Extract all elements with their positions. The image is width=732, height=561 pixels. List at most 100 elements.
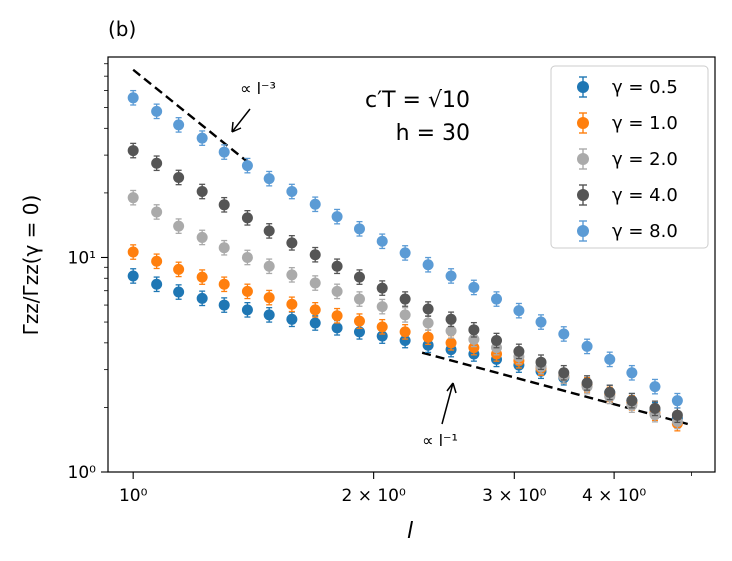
data-point [331,211,343,223]
data-point [218,242,230,254]
data-point [127,270,139,282]
data-point [604,353,616,365]
data-point [331,322,343,334]
data-point [649,381,661,393]
data-point [173,220,185,232]
data-point [626,395,638,407]
annotation-l-minus-1: ∝ l⁻¹ [422,431,458,450]
data-point [491,293,503,305]
x-axis-ticks: 10⁰ 2 × 10⁰ 3 × 10⁰ 4 × 10⁰ [119,472,692,506]
data-point [445,270,457,282]
data-point [263,173,275,185]
x-tick-label: 2 × 10⁰ [341,486,405,506]
y-axis-ticks: 10⁰ 10¹ [68,63,108,483]
data-point [151,206,163,218]
data-point [399,335,411,347]
data-point [513,305,525,317]
data-point [127,92,139,104]
data-point [263,225,275,237]
x-tick-label: 3 × 10⁰ [482,486,546,506]
data-point [263,309,275,321]
y-tick-label: 10¹ [68,248,96,268]
data-point [309,277,321,289]
data-point [196,231,208,243]
data-point [286,269,298,281]
data-point [422,339,434,351]
data-point [218,299,230,311]
legend-label: γ = 8.0 [612,221,678,242]
data-point [535,316,547,328]
data-point [353,293,365,305]
param-h: h = 30 [396,121,470,146]
data-point [399,247,411,259]
data-point [173,171,185,183]
data-point [376,235,388,247]
data-point [513,345,525,357]
legend-label: γ = 0.5 [612,77,678,98]
data-point [151,255,163,267]
legend-marker [577,153,589,165]
data-point [218,278,230,290]
guide-l-minus-1 [421,351,692,427]
data-point [196,271,208,283]
data-point [626,367,638,379]
data-point [581,377,593,389]
data-point [353,271,365,283]
data-point [309,304,321,316]
data-point [376,330,388,342]
data-point [151,157,163,169]
data-point [173,263,185,275]
data-point [558,367,570,379]
data-point [445,337,457,349]
legend-label: γ = 2.0 [612,149,678,170]
data-point [422,303,434,315]
data-point [309,249,321,261]
data-point [491,335,503,347]
annotation-arrow-l-minus-3 [231,108,251,133]
data-point [286,298,298,310]
data-point [353,223,365,235]
data-point [309,198,321,210]
data-point [671,409,683,421]
data-point [331,310,343,322]
y-tick-label: 10⁰ [68,463,97,483]
data-point [127,246,139,258]
data-point [445,325,457,337]
legend-marker [577,117,589,129]
data-point [649,402,661,414]
data-point [309,317,321,329]
data-point [422,317,434,329]
panel-label: (b) [108,17,136,41]
series-4.0 [127,142,683,424]
legend-marker [577,189,589,201]
x-tick-label: 10⁰ [119,486,148,506]
data-point [468,281,480,293]
data-point [151,105,163,117]
data-point [353,315,365,327]
series-8.0 [127,89,683,409]
legend: γ = 0.5 γ = 1.0 γ = 2.0 γ = 4.0 γ = 8.0 [550,65,709,249]
data-point [241,285,253,297]
data-point [218,146,230,158]
series-1.0 [127,244,683,432]
data-point [127,145,139,157]
data-markers [127,89,683,432]
data-point [468,324,480,336]
annotation-l-minus-3: ∝ l⁻³ [240,79,276,98]
legend-marker [577,225,589,237]
annotation-arrow-l-minus-1 [441,382,457,425]
legend-label: γ = 1.0 [612,113,678,134]
data-point [173,286,185,298]
data-point [581,340,593,352]
data-point [399,326,411,338]
data-point [196,132,208,144]
data-point [263,292,275,304]
data-point [241,212,253,224]
data-point [422,331,434,343]
legend-label: γ = 4.0 [612,185,678,206]
x-axis-label: l [407,519,413,544]
data-point [671,395,683,407]
legend-marker [577,81,589,93]
guide-lines [132,68,692,427]
